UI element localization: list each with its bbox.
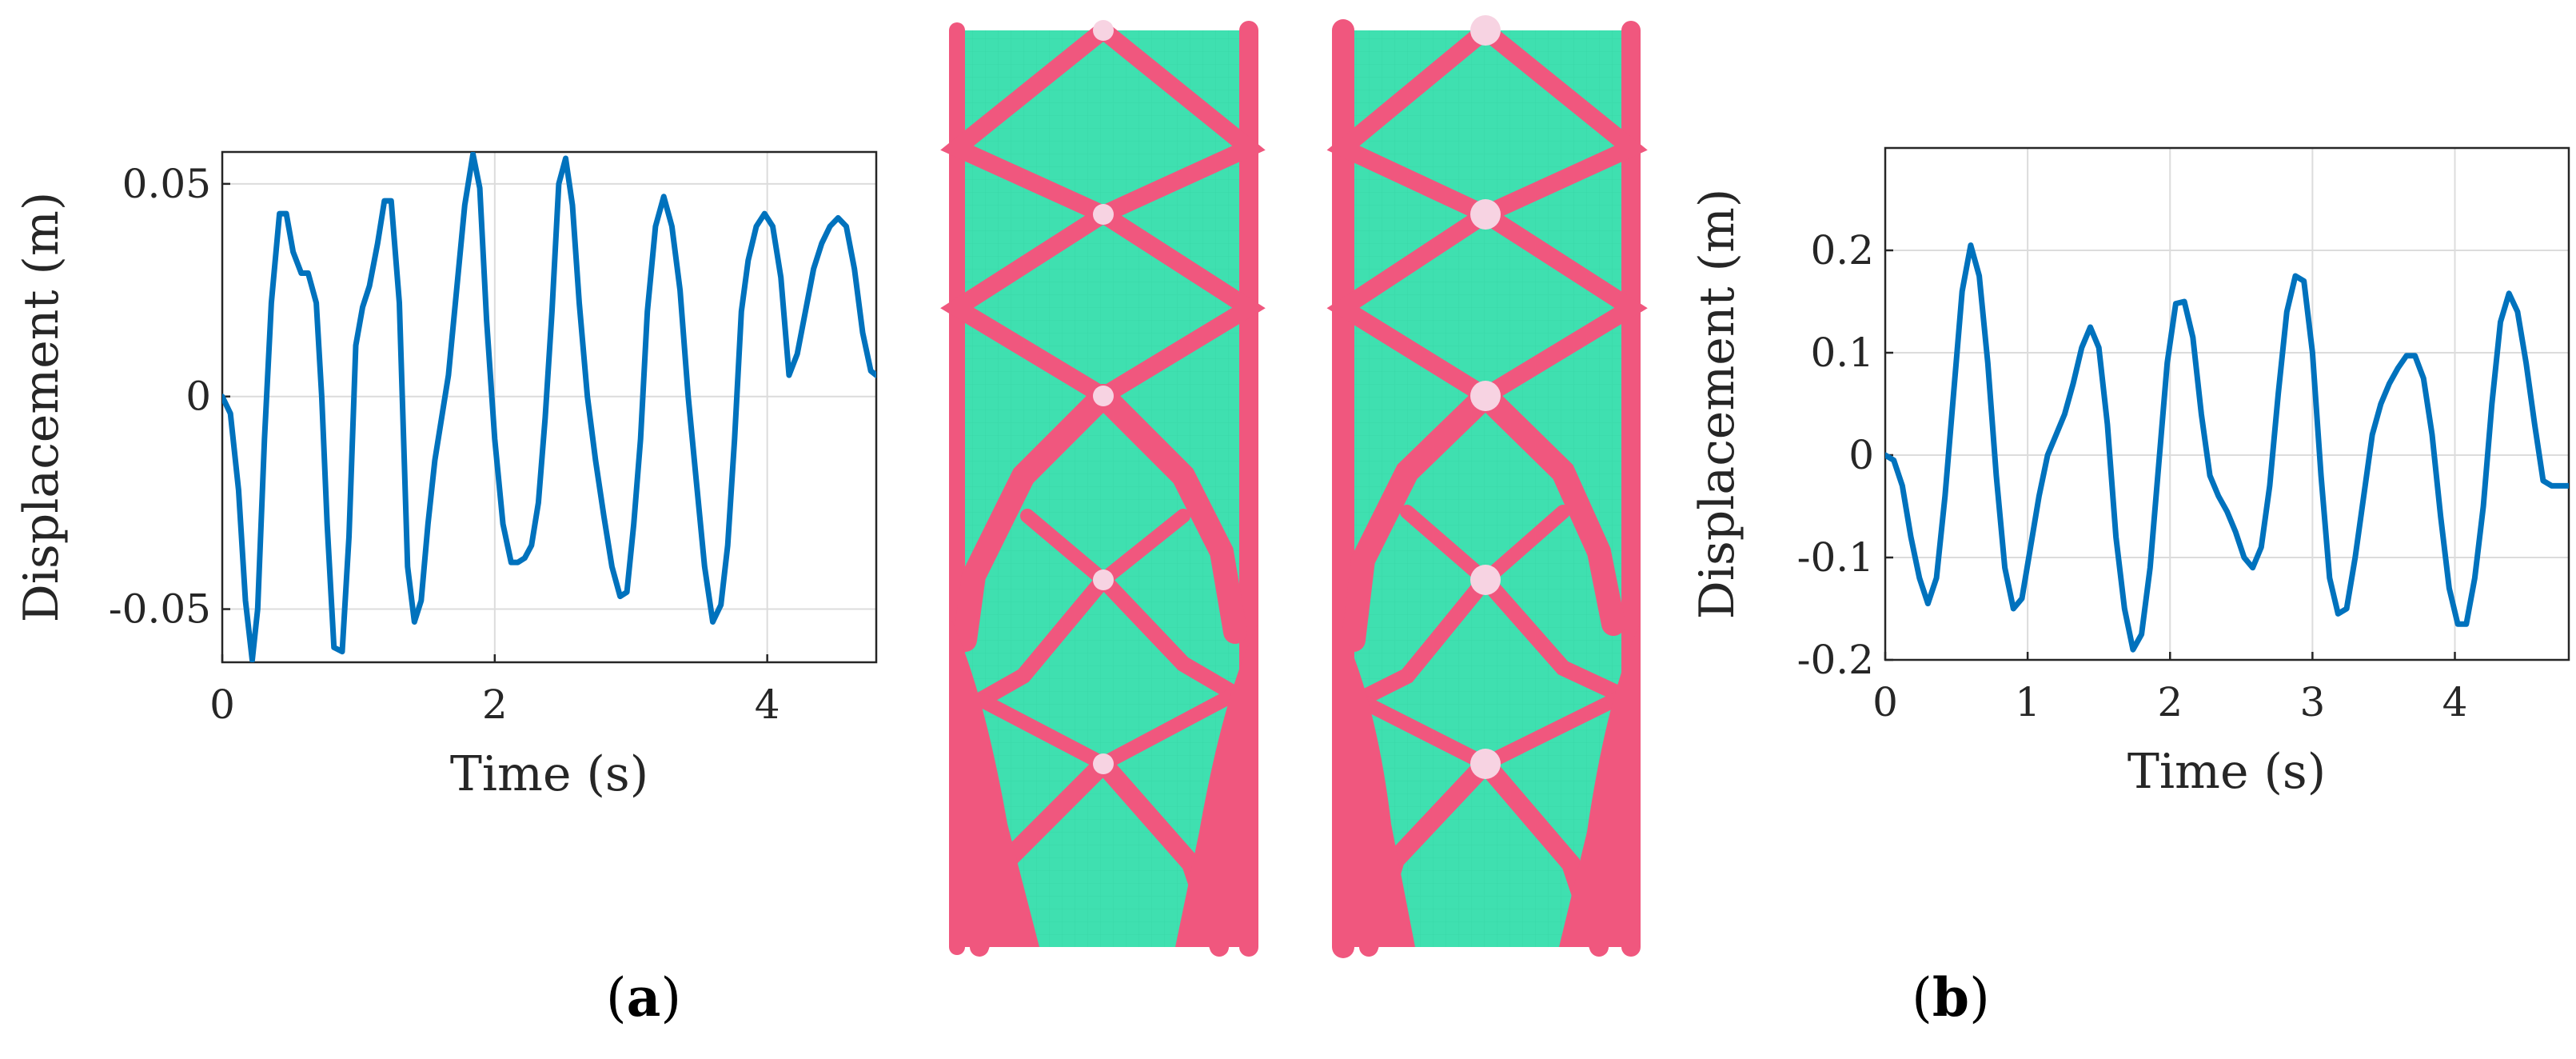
x-tick-label: 4 xyxy=(755,681,780,728)
x-tick-label: 4 xyxy=(2442,679,2468,725)
x-tick-label: 2 xyxy=(482,681,508,728)
chart-b: 0 1 2 3 4 -0.2 -0.1 0 0.1 0.2 Time (s) Displaceme… xyxy=(1689,146,2570,800)
chart-b-grid xyxy=(1884,148,2569,661)
chart-a-axes-box xyxy=(221,150,878,664)
chart-b-xlabel: Time (s) xyxy=(2127,744,2326,800)
subfigure-label-a-letter: a xyxy=(627,966,661,1029)
subfigure-label-b-letter: b xyxy=(1932,966,1969,1029)
chart-b-ticks: 0 1 2 3 4 -0.2 -0.1 0 0.1 0.2 xyxy=(1797,227,2468,725)
subfigure-label-b-close: ) xyxy=(1969,967,1990,1029)
y-tick-label: 0 xyxy=(1848,432,1874,478)
y-tick-label: 0.05 xyxy=(122,161,211,207)
y-tick-label: 0 xyxy=(185,374,211,420)
subfigure-label-a: (a) xyxy=(606,966,681,1029)
y-tick-label: 0.1 xyxy=(1810,330,1874,376)
chart-a: 0 2 4 -0.05 0 0.05 Time (s) Displacement (m) xyxy=(14,150,878,802)
y-tick-label: 0.2 xyxy=(1810,227,1874,274)
y-tick-label: -0.1 xyxy=(1797,534,1874,581)
chart-a-ticks: 0 2 4 -0.05 0 0.05 xyxy=(109,161,780,728)
y-tick-label: -0.2 xyxy=(1797,637,1874,683)
x-tick-label: 0 xyxy=(209,681,235,728)
y-tick-label: -0.05 xyxy=(109,586,211,633)
x-tick-label: 1 xyxy=(2015,679,2040,725)
x-tick-label: 0 xyxy=(1872,679,1898,725)
chart-a-series-line xyxy=(222,152,876,662)
subfigure-label-b: (b) xyxy=(1912,966,1990,1029)
topology-left-icon xyxy=(940,20,1266,957)
chart-b-axes-box xyxy=(1884,146,2570,661)
chart-b-series-line xyxy=(1885,242,2569,653)
x-tick-label: 3 xyxy=(2299,679,2325,725)
subfigure-label-a-close: ) xyxy=(660,967,681,1029)
x-tick-label: 2 xyxy=(2157,679,2183,725)
subfigure-label-a-open: ( xyxy=(606,967,627,1029)
chart-a-xlabel: Time (s) xyxy=(450,746,648,802)
topology-right-icon xyxy=(1326,15,1648,958)
chart-b-ylabel: Displacement (m) xyxy=(1689,189,1745,620)
subfigure-label-b-open: ( xyxy=(1912,967,1932,1029)
chart-a-ylabel: Displacement (m) xyxy=(14,192,70,623)
